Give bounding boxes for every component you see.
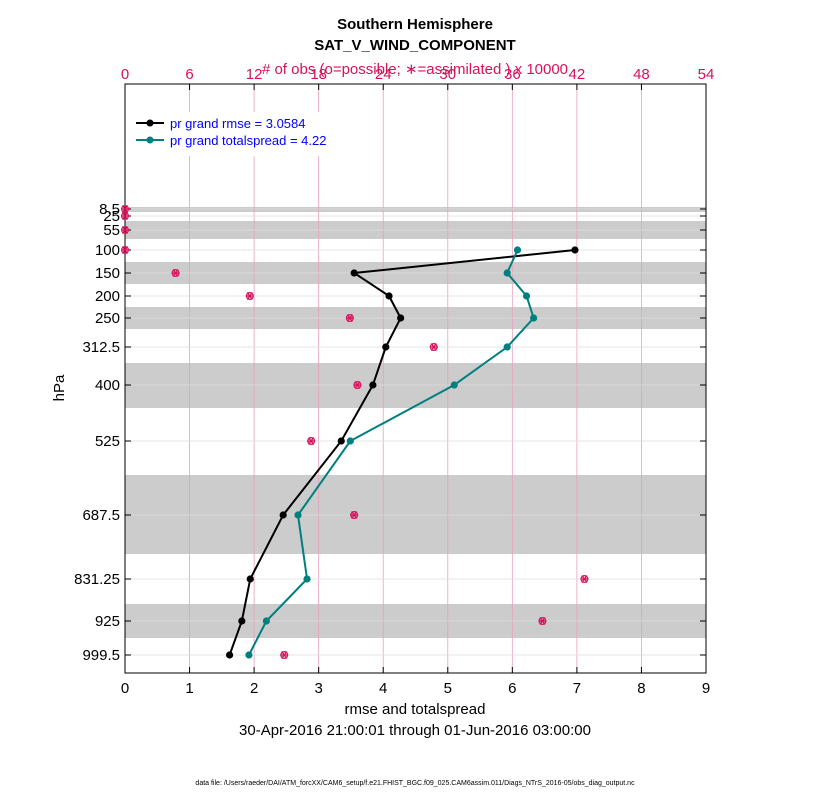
y-tick-label: 999.5 xyxy=(82,647,120,664)
x-axis-label: rmse and totalspread xyxy=(345,701,486,718)
y-tick-label: 250 xyxy=(95,310,120,327)
rmse-point xyxy=(571,246,579,254)
rmse-point xyxy=(350,269,358,277)
rmse-point xyxy=(397,314,405,322)
pressure-bands xyxy=(125,207,706,638)
top-tick-label: 24 xyxy=(375,66,392,83)
y-tick-label: 8.5 xyxy=(99,201,120,218)
top-tick-label: 48 xyxy=(633,66,650,83)
top-tick-label: 54 xyxy=(698,66,715,83)
legend-spread-marker xyxy=(146,136,154,144)
rmse-point xyxy=(382,343,390,351)
spread-point xyxy=(513,246,522,254)
y-tick-label: 100 xyxy=(95,242,120,259)
x-tick-label: 9 xyxy=(702,680,710,697)
legend-rmse-label: pr grand rmse = 3.0584 xyxy=(170,116,306,131)
y-tick-label: 400 xyxy=(95,377,120,394)
y-tick-label: 200 xyxy=(95,288,120,305)
y-tick-label: 925 xyxy=(95,613,120,630)
obs-assimilated-marker xyxy=(345,314,354,322)
top-tick-label: 36 xyxy=(504,66,521,83)
top-tick-label: 12 xyxy=(246,66,263,83)
rmse-point xyxy=(225,651,234,659)
top-tick-label: 0 xyxy=(121,66,129,83)
spread-point xyxy=(262,617,270,625)
y-tick-label: 25 xyxy=(103,208,120,225)
rmse-point xyxy=(279,511,287,519)
legend-box xyxy=(128,112,360,156)
y-tick-label: 312.5 xyxy=(82,339,120,356)
rmse-point xyxy=(385,292,393,300)
spread-point xyxy=(245,651,253,659)
rmse-point xyxy=(337,437,345,445)
x-tick-label: 4 xyxy=(379,680,387,697)
x-tick-label: 1 xyxy=(185,680,193,697)
spread-point xyxy=(450,381,458,389)
spread-point xyxy=(522,292,531,300)
obs-assimilated-marker xyxy=(280,651,289,659)
pressure-band xyxy=(125,207,706,212)
spread-point xyxy=(503,343,511,351)
legend-spread-label: pr grand totalspread = 4.22 xyxy=(170,133,326,148)
y-tick-label: 525 xyxy=(95,433,120,450)
chart-title: Southern Hemisphere xyxy=(337,16,493,33)
obs-assimilated-marker xyxy=(307,437,316,445)
y-tick-label: 150 xyxy=(95,265,120,282)
axis-ticks: 0 1 2 3 4 5 6 7 8 90 6 12 18 24 30 36 42 48 548.5255510015… xyxy=(74,66,714,697)
pressure-band xyxy=(125,363,706,408)
y-tick-label: 55 xyxy=(103,222,120,239)
x-tick-label: 3 xyxy=(314,680,322,697)
rmse-point xyxy=(369,381,377,389)
x-tick-label: 7 xyxy=(573,680,581,697)
obs-assimilated-marker xyxy=(580,575,589,583)
legend: pr grand rmse = 3.0584 pr grand totalspr… xyxy=(128,112,360,156)
y-tick-label: 831.25 xyxy=(74,571,120,588)
y-axis-label: hPa xyxy=(51,374,68,401)
top-tick-label: 18 xyxy=(310,66,327,83)
spread-point xyxy=(346,437,354,445)
x-tick-label: 8 xyxy=(637,680,645,697)
y-tick-label: 687.5 xyxy=(82,507,120,524)
spread-point xyxy=(503,269,511,277)
obs-assimilated-marker xyxy=(121,205,129,213)
x-tick-label: 5 xyxy=(444,680,452,697)
obs-assimilated-marker xyxy=(538,617,547,625)
obs-assimilated-marker xyxy=(429,343,438,351)
grid-lines xyxy=(125,84,706,673)
x-tick-label: 6 xyxy=(508,680,516,697)
top-tick-label: 42 xyxy=(569,66,586,83)
spread-point xyxy=(294,511,302,519)
obs-assimilated-marker xyxy=(121,226,129,234)
top-tick-label: 30 xyxy=(439,66,456,83)
x-tick-label: 2 xyxy=(250,680,258,697)
top-tick-label: 6 xyxy=(185,66,193,83)
date-range: 30-Apr-2016 21:00:01 through 01-Jun-2016… xyxy=(239,722,591,739)
data-file-footnote: data file: /Users/raeder/DAI/ATM_forcXX/… xyxy=(195,780,635,787)
spread-point xyxy=(530,314,538,322)
spread-point xyxy=(303,575,311,583)
obs-assimilated-marker xyxy=(245,292,254,300)
x-tick-label: 0 xyxy=(121,680,129,697)
obs-assimilated-marker xyxy=(121,246,129,254)
rmse-point xyxy=(238,617,246,625)
pressure-band xyxy=(125,475,706,554)
plot-frame xyxy=(124,83,707,674)
obs-assimilated-marker xyxy=(350,511,359,519)
legend-rmse-marker xyxy=(146,119,154,127)
rmse-point xyxy=(246,575,254,583)
chart-subtitle: SAT_V_WIND_COMPONENT xyxy=(314,37,515,54)
obs-assimilated-marker xyxy=(171,269,180,277)
data-series xyxy=(120,205,589,659)
obs-assimilated-marker xyxy=(353,381,362,389)
top-axis-label: # of obs (o=possible; ∗=assimilated ) x … xyxy=(262,61,568,78)
obs-assimilated-marker xyxy=(121,212,129,220)
